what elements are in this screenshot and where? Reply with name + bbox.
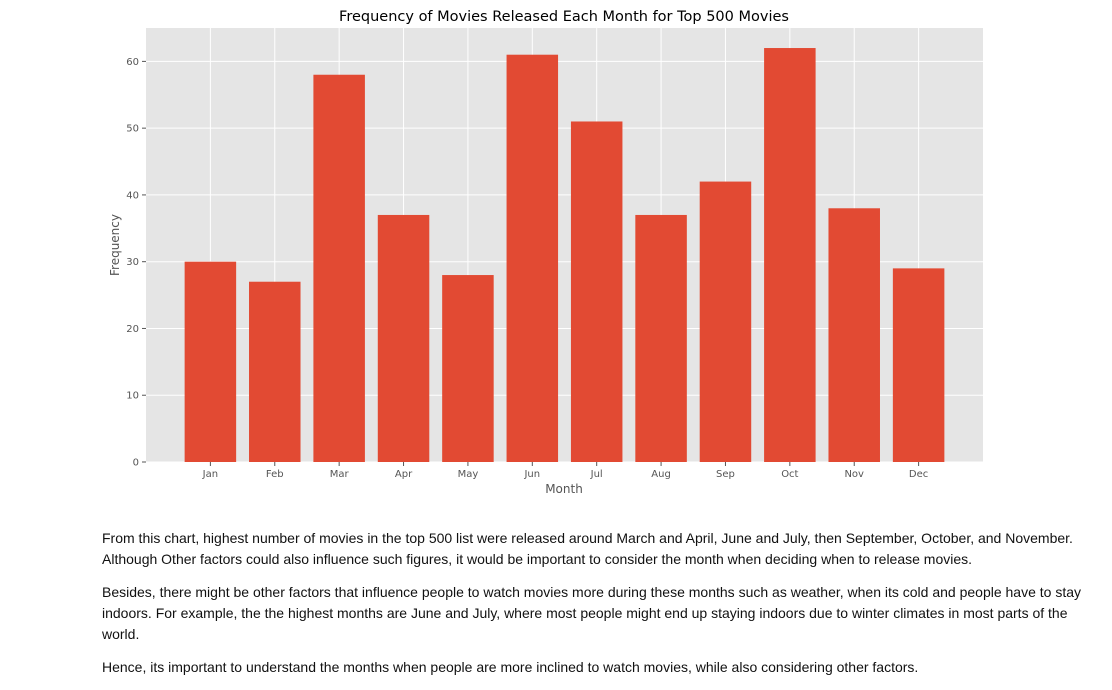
y-tick-label: 20 [126, 324, 139, 335]
x-tick-label: Dec [909, 469, 928, 480]
x-axis-label: Month [545, 482, 583, 496]
chart-commentary: From this chart, highest number of movie… [102, 528, 1092, 690]
bar-mar [313, 74, 365, 462]
x-tick-label: Oct [781, 469, 798, 480]
x-tick-label: Jul [590, 469, 603, 480]
bar-nov [828, 208, 880, 462]
bar-chart: Frequency of Movies Released Each Month … [108, 9, 983, 496]
y-tick-label: 30 [126, 257, 139, 268]
bar-apr [377, 214, 430, 462]
x-tick-label: May [458, 469, 479, 480]
bar-jun [506, 54, 559, 462]
y-tick-label: 60 [126, 57, 139, 68]
bar-feb [249, 281, 301, 462]
y-axis-label: Frequency [108, 214, 122, 276]
bar-aug [635, 214, 687, 462]
bar-sep [699, 181, 752, 463]
bar-oct [764, 48, 816, 463]
bars [184, 48, 945, 463]
bar-jul [570, 121, 623, 462]
bar-dec [892, 268, 945, 462]
x-tick-label: Jun [523, 469, 540, 480]
y-tick-label: 40 [126, 190, 139, 201]
y-axis-ticks: 0 10 20 30 40 50 60 [126, 57, 146, 469]
x-tick-label: Feb [266, 469, 284, 480]
x-tick-label: Nov [844, 469, 864, 480]
x-axis-ticks: Jan Feb Mar Apr May Jun Jul Aug Sep Oct Nov Dec [202, 462, 928, 480]
y-tick-label: 50 [126, 124, 139, 135]
commentary-paragraph-1: From this chart, highest number of movie… [102, 530, 1073, 567]
y-tick-label: 10 [126, 391, 139, 402]
y-tick-label: 0 [133, 458, 139, 469]
x-tick-label: Sep [716, 469, 735, 480]
x-tick-label: Aug [651, 469, 671, 480]
x-tick-label: Apr [395, 469, 413, 480]
bar-jan [184, 261, 237, 462]
commentary-paragraph-2: Besides, there might be other factors th… [102, 584, 1082, 642]
x-tick-label: Jan [202, 469, 218, 480]
chart-title: Frequency of Movies Released Each Month … [339, 9, 789, 25]
commentary-paragraph-3: Hence, its important to understand the m… [102, 659, 919, 675]
x-tick-label: Mar [330, 469, 350, 480]
bar-may [442, 275, 494, 462]
